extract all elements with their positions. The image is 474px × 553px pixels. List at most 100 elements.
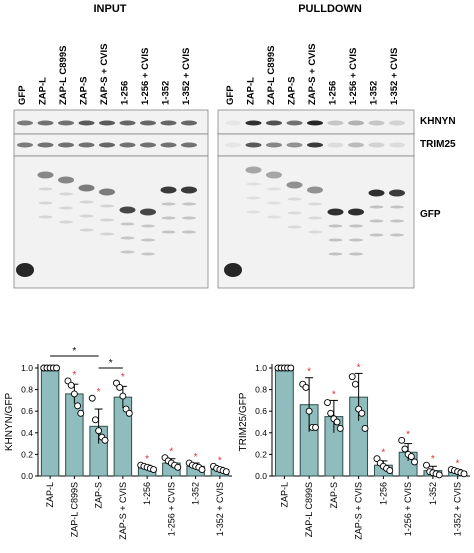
data-point [116, 383, 124, 391]
trim25-band [37, 142, 54, 148]
gfp-band [141, 252, 155, 256]
gfp-band [58, 176, 74, 184]
gfp-blot [13, 155, 209, 289]
gfp-band [307, 186, 323, 194]
gfp-band [369, 219, 384, 223]
y-tick-label: 0.2 [21, 449, 33, 459]
pulldown-title: PULLDOWN [298, 3, 362, 15]
significance-star: * [357, 362, 361, 373]
khnyn-blot-label: KHNYN [420, 116, 456, 127]
data-point [411, 458, 418, 466]
significance-star: * [381, 448, 385, 459]
x-tick-label: ZAP-L [279, 482, 289, 508]
trim25-band [327, 142, 344, 148]
x-tick-label: 1-256 [142, 482, 152, 505]
gfp-band [390, 219, 404, 223]
data-point [77, 409, 85, 417]
khnyn-band [245, 120, 262, 126]
bar [274, 367, 294, 477]
lane-label: 1-256 + CVIS [348, 48, 359, 105]
trim25-band [58, 142, 74, 148]
significance-star: * [121, 372, 125, 383]
x-tick-label: ZAP-S [329, 482, 339, 509]
gfp-band [161, 216, 176, 220]
trim25-band [245, 142, 262, 148]
gfp-band [100, 232, 114, 236]
significance-star: * [307, 367, 311, 378]
significance-star: * [169, 447, 173, 458]
gfp-band [59, 192, 73, 196]
x-tick-label: ZAP-S + CVIS [354, 482, 364, 540]
lane-label: 1-256 + CVIS [140, 48, 151, 105]
gfp-band [246, 196, 261, 200]
trim25-band [99, 142, 115, 148]
lane-label: ZAP-L C899S [58, 46, 69, 105]
data-point [302, 383, 310, 391]
gfp-band [120, 250, 135, 254]
x-tick-label: 1-352 + CVIS [215, 482, 225, 536]
trim25-band [348, 142, 364, 148]
significance-star: * [332, 389, 336, 400]
y-axis-label: TRIM25/GFP [238, 392, 249, 451]
x-tick-label: ZAP-L C899S [69, 482, 79, 537]
y-tick-label: 0.2 [255, 449, 267, 459]
data-point [287, 364, 295, 372]
trim25-band [266, 142, 282, 148]
data-point [305, 407, 313, 415]
gfp-band [161, 202, 176, 206]
data-point [361, 425, 369, 432]
gfp-band [181, 186, 197, 194]
khnyn-band [119, 120, 136, 126]
khnyn-band [17, 120, 33, 126]
gfp-band [349, 238, 363, 242]
y-tick-label: 0.0 [255, 471, 267, 481]
bracket-label: * [72, 346, 76, 357]
khnyn-band [368, 120, 385, 126]
gfp-band [328, 238, 343, 242]
data-point [358, 409, 366, 417]
khnyn-band [389, 120, 405, 126]
x-tick-label: 1-352 + CVIS [453, 482, 463, 536]
gfp-band [79, 228, 94, 232]
gfp-band [348, 208, 364, 216]
significance-star: * [431, 454, 435, 465]
lane-label: 1-352 + CVIS [389, 48, 400, 105]
y-tick-label: 0.6 [21, 406, 33, 416]
trim25-band [119, 142, 136, 148]
y-tick-label: 1.0 [21, 363, 33, 373]
data-point [88, 394, 96, 402]
x-tick-label: 1-352 [428, 482, 438, 505]
significance-star: * [194, 452, 198, 463]
gfp-band [182, 230, 196, 234]
data-point [53, 364, 60, 372]
data-point [327, 409, 335, 417]
data-point [70, 390, 78, 398]
data-point [67, 381, 75, 389]
gfp-band [308, 230, 322, 234]
western-blots [13, 109, 415, 289]
lane-label: 1-352 [369, 81, 380, 105]
significance-star: * [218, 455, 222, 466]
x-tick-label: 1-256 [378, 482, 388, 505]
lane-label: GFP [225, 85, 236, 105]
x-tick-label: ZAP-S + CVIS [118, 482, 128, 540]
gfp-band [141, 224, 155, 228]
data-point [460, 470, 468, 478]
khnyn-band [78, 120, 95, 126]
input-lane-labels: GFP ZAP-L ZAP-L C899S ZAP-S ZAP-S + CVIS 1-25… [17, 44, 192, 106]
gfp-band [79, 214, 94, 218]
significance-star: * [72, 370, 76, 381]
khnyn-band [286, 120, 303, 126]
data-point [407, 453, 415, 461]
gfp-band [308, 202, 322, 206]
data-point [91, 416, 99, 424]
x-tick-label: ZAP-L [45, 482, 55, 508]
lane-label: GFP [17, 85, 28, 105]
gfp-band [141, 238, 155, 242]
lane-label: ZAP-L C899S [266, 46, 277, 105]
data-point [174, 463, 182, 471]
gfp-band [37, 171, 54, 179]
trim25-band [307, 142, 323, 148]
trim25-band [17, 142, 33, 148]
trim25-ratio-chart: 0.0 0.2 0.4 0.6 0.8 1.0 TRIM25/GFP ZAP-L * ZAP-L … [238, 362, 470, 540]
